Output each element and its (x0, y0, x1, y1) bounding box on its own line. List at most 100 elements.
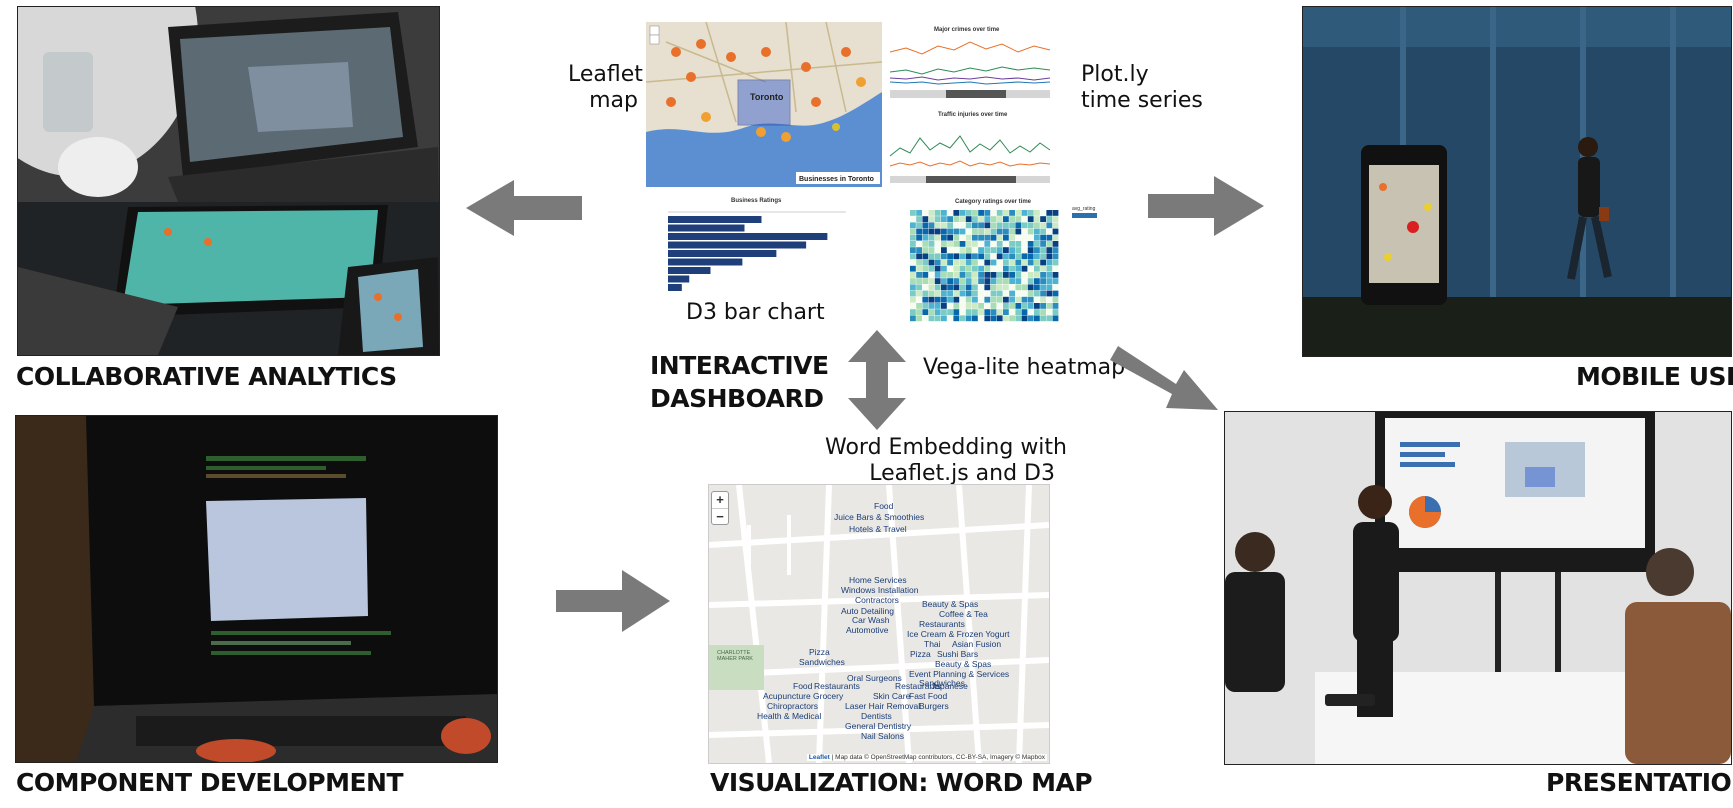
word-label[interactable]: General Dentistry (845, 721, 912, 731)
word-label[interactable]: Home Services (849, 575, 907, 585)
heatmap-cell (1027, 284, 1034, 291)
heatmap-cell (1021, 284, 1028, 291)
heatmap-cell (1040, 265, 1046, 272)
word-label[interactable]: Auto Detailing (841, 606, 894, 616)
heatmap-cell (1034, 278, 1040, 284)
word-label[interactable]: Restaurants (895, 681, 941, 691)
word-label[interactable]: Fast Food (909, 691, 948, 701)
heatmap-cell (1052, 296, 1059, 303)
word-label[interactable]: Dentists (861, 711, 892, 721)
word-label[interactable]: Coffee & Tea (939, 609, 988, 619)
word-label[interactable]: Sushi Bars (937, 649, 979, 659)
heatmap-cell (953, 241, 960, 247)
attribution-leaflet-link[interactable]: Leaflet (808, 754, 830, 761)
word-label[interactable]: Sandwiches (919, 678, 965, 688)
word-map[interactable]: + − CHARLOTTE MAHER PARK Food Juice Bars … (708, 484, 1050, 764)
word-label[interactable]: Pizza (910, 649, 931, 659)
heatmap-cell (934, 253, 941, 260)
label-d3-bar-chart: D3 bar chart (686, 300, 825, 325)
heatmap-cell (978, 265, 984, 272)
word-label[interactable]: Oral Surgeons (847, 673, 902, 683)
heatmap-cell (928, 228, 935, 235)
heatmap-cell (996, 296, 1003, 303)
word-label[interactable]: Hotels & Travel (849, 524, 907, 534)
heatmap-cell (978, 284, 984, 291)
word-label[interactable]: Skin Care (873, 691, 911, 701)
heatmap-cell (1034, 210, 1040, 216)
word-label[interactable]: Beauty & Spas (922, 599, 979, 609)
heatmap-cell (1027, 210, 1034, 216)
heatmap-cell (990, 272, 997, 278)
word-label[interactable]: Beauty & Spas (935, 659, 992, 669)
heatmap-cell (1003, 265, 1009, 272)
word-label[interactable]: Laser Hair Removal (845, 701, 921, 711)
word-label[interactable]: Burgers (919, 701, 949, 711)
heatmap-cell (1009, 303, 1015, 309)
heatmap-cell (1034, 290, 1040, 297)
heatmap-cell (1027, 265, 1034, 272)
heatmap-cell (984, 284, 991, 291)
heatmap-cell (1021, 303, 1028, 309)
heatmap-cell (953, 222, 960, 229)
word-label[interactable]: Windows Installation (841, 585, 919, 595)
crime-chart-title: Major crimes over time (934, 27, 1000, 33)
bar-chart-bar (668, 216, 762, 223)
word-label[interactable]: Event Planning & Services (909, 669, 1010, 679)
word-label[interactable]: Food (793, 681, 813, 691)
word-label[interactable]: Sandwiches (799, 657, 845, 667)
label-vega-lite-heatmap: Vega-lite heatmap (923, 355, 1126, 380)
heatmap-cell (1021, 296, 1028, 303)
word-label[interactable]: Restaurants (919, 619, 965, 629)
heatmap-cell (1027, 241, 1034, 247)
word-label[interactable]: Nail Salons (861, 731, 904, 741)
heatmap-cell (1027, 290, 1034, 297)
zoom-in-button[interactable]: + (712, 492, 728, 509)
heatmap-cell (922, 309, 929, 315)
heatmap-cell (947, 222, 953, 229)
mobile-use-illustration (1303, 7, 1731, 356)
heatmap-cell (972, 234, 978, 241)
word-label[interactable]: Pizza (809, 647, 830, 657)
word-label[interactable]: Asian Fusion (952, 639, 1002, 649)
heatmap-cell (1046, 222, 1053, 229)
word-label[interactable]: Japanese (931, 681, 968, 691)
heatmap-cell (1040, 278, 1046, 284)
word-label[interactable]: Health & Medical (757, 711, 822, 721)
word-label[interactable]: Thai (924, 639, 941, 649)
heatmap-cell (910, 284, 916, 291)
word-label[interactable]: Car Wash (852, 615, 890, 625)
bar-chart-bar (668, 250, 777, 257)
heatmap-cell (953, 278, 960, 284)
word-label[interactable]: Restaurants (814, 681, 860, 691)
heatmap-cell (934, 234, 941, 241)
heatmap-cell (928, 303, 935, 309)
word-label[interactable]: Chiropractors (767, 701, 819, 711)
word-label[interactable]: Grocery (813, 691, 844, 701)
heatmap-cell (1009, 253, 1015, 260)
heatmap-cell (1040, 272, 1046, 278)
heatmap-cell (972, 309, 978, 315)
heatmap-cell (1021, 216, 1028, 222)
heatmap-cell (959, 278, 966, 284)
word-label[interactable]: Acupuncture (763, 691, 811, 701)
heatmap-cell (947, 315, 953, 322)
heatmap-cell (990, 265, 997, 272)
heatmap-cell (959, 296, 966, 303)
map-title: Businesses in Toronto (799, 176, 874, 183)
arrow-left-to-collaborative (466, 180, 582, 236)
word-label[interactable]: Ice Cream & Frozen Yogurt (907, 629, 1010, 639)
heatmap-cell (934, 265, 941, 272)
heatmap-cell (947, 216, 953, 222)
heatmap-cell (1027, 272, 1034, 278)
label-plotly-line1: Plot.ly (1081, 62, 1149, 87)
heatmap-cell (1015, 303, 1022, 309)
heatmap-cell (1034, 222, 1040, 229)
zoom-out-button[interactable]: − (716, 509, 724, 524)
word-label[interactable]: Contractors (855, 595, 899, 605)
word-label[interactable]: Juice Bars & Smoothies (834, 512, 925, 522)
word-label[interactable]: Food (874, 501, 894, 511)
word-label[interactable]: Automotive (846, 625, 889, 635)
label-word-embedding-line1: Word Embedding with (825, 435, 1067, 460)
heatmap-cell (922, 259, 929, 266)
heatmap-cell (1046, 272, 1053, 278)
